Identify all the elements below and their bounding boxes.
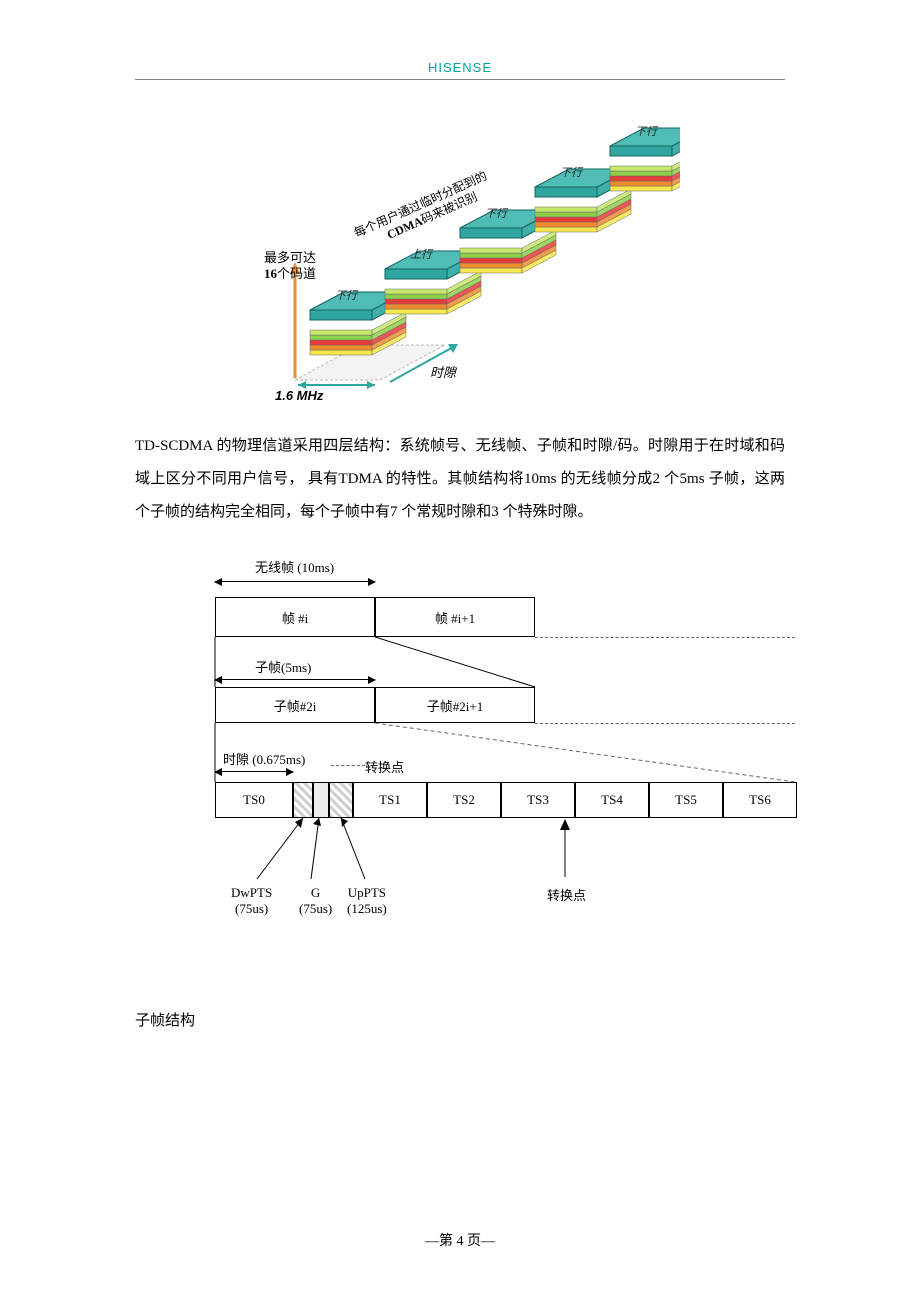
g-name: G bbox=[311, 885, 320, 900]
g-label: G (75us) bbox=[299, 885, 332, 917]
slot-ts2: TS2 bbox=[427, 782, 501, 818]
dwpts-label: DwPTS (75us) bbox=[231, 885, 272, 917]
freq-label: 1.6 MHz bbox=[275, 388, 323, 404]
slot-ts0: TS0 bbox=[215, 782, 293, 818]
switch-point-label-1: 转换点 bbox=[365, 757, 404, 776]
slot-ts1: TS1 bbox=[353, 782, 427, 818]
uppts-dur: (125us) bbox=[347, 901, 387, 916]
max-codes-label: 最多可达 16个码道 bbox=[240, 250, 340, 283]
subframe-2i1-box: 子帧#2i+1 bbox=[375, 687, 535, 723]
timeslot-arrow bbox=[215, 771, 293, 772]
timeslot-axis-label: 时隙 bbox=[430, 365, 456, 381]
dwpts-dur: (75us) bbox=[235, 901, 268, 916]
subframe-5ms-label: 子帧(5ms) bbox=[255, 657, 311, 676]
timeslot-label: 时隙 (0.675ms) bbox=[223, 749, 305, 768]
figure-frame-structure: 无线帧 (10ms) 帧 #i 帧 #i+1 子帧(5ms) 子帧#2 bbox=[195, 557, 815, 977]
header-rule bbox=[135, 79, 785, 80]
body-paragraph: TD-SCDMA 的物理信道采用四层结构：系统帧号、无线帧、子帧和时隙/码。时隙… bbox=[135, 430, 785, 529]
g-dur: (75us) bbox=[299, 901, 332, 916]
uppts-name: UpPTS bbox=[348, 885, 386, 900]
figure2-caption: 子帧结构 bbox=[135, 1005, 785, 1038]
max-codes-line1: 最多可达 bbox=[264, 250, 316, 265]
stack-label-3: 下行 bbox=[560, 167, 582, 181]
dwpts-name: DwPTS bbox=[231, 885, 272, 900]
switch-point-label-2: 转换点 bbox=[547, 885, 586, 904]
slot-ts6: TS6 bbox=[723, 782, 797, 818]
slot-ts4: TS4 bbox=[575, 782, 649, 818]
stack-label-4: 下行 bbox=[635, 126, 657, 140]
sp1-dash bbox=[331, 765, 365, 766]
uppts-label: UpPTS (125us) bbox=[347, 885, 387, 917]
max-codes-line2: 16个码道 bbox=[264, 266, 316, 281]
slot-g bbox=[313, 782, 329, 818]
subframe-2i-box: 子帧#2i bbox=[215, 687, 375, 723]
stack-label-0: 下行 bbox=[335, 290, 357, 304]
slot-uppts bbox=[329, 782, 353, 818]
stack-label-1: 上行 bbox=[410, 249, 432, 263]
page-footer: —第 4 页— bbox=[0, 1230, 920, 1250]
subframe-arrow bbox=[215, 679, 375, 680]
header-brand: HISENSE bbox=[135, 60, 785, 75]
figure-code-channels: 最多可达 16个码道 1.6 MHz 时隙 每个用户通过临时分配到的 CDMA码… bbox=[240, 110, 680, 410]
slot-dwpts bbox=[293, 782, 313, 818]
row3-dash bbox=[535, 723, 795, 724]
stack-label-2: 下行 bbox=[485, 208, 507, 222]
slot-ts3: TS3 bbox=[501, 782, 575, 818]
slot-ts5: TS5 bbox=[649, 782, 723, 818]
